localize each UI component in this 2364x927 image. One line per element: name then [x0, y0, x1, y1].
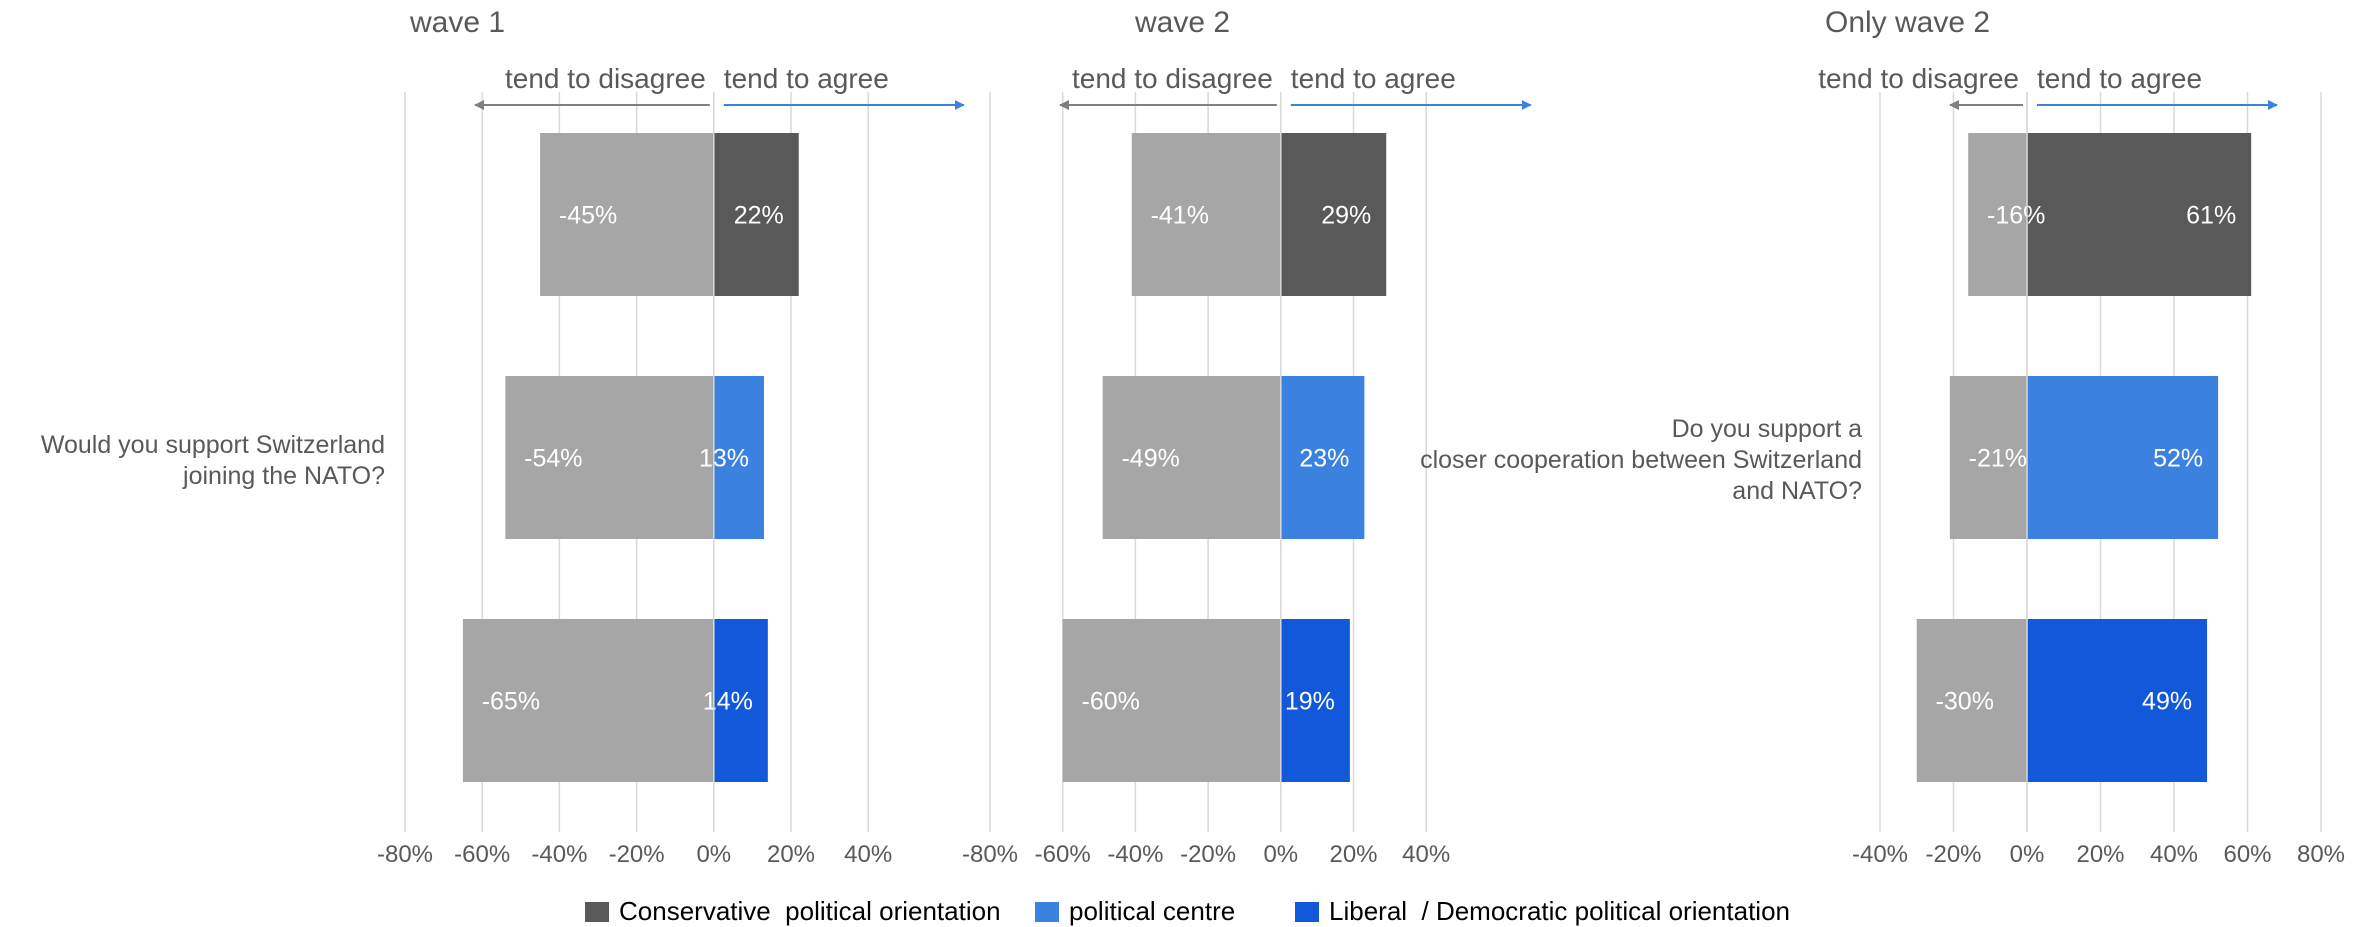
x-tick-label: 20% — [767, 841, 815, 868]
question-text: Would you support Switzerland joining the… — [41, 431, 385, 490]
question-line: Do you support a — [1672, 415, 1862, 443]
agree-value-label: 29% — [1321, 202, 1371, 230]
panel-3: -40% -20% 0% 20% 40% 60% 80% Only wave 2 tend to… — [1420, 6, 2345, 868]
legend-label: political centre — [1069, 896, 1235, 926]
question-line: Would you support Switzerland — [41, 431, 385, 459]
x-tick-label: -80% — [377, 841, 433, 868]
legend: Conservative political orientation politi… — [585, 896, 1790, 926]
agree-value-label: 19% — [1285, 688, 1335, 716]
x-tick-label: 40% — [1402, 841, 1450, 868]
legend-swatch — [1295, 902, 1319, 922]
agree-bar — [713, 133, 799, 296]
panel-title: wave 2 — [1134, 6, 1230, 39]
disagree-value-label: -21% — [1969, 445, 2027, 473]
agree-bar — [1280, 376, 1365, 539]
tend-to-agree-label: tend to agree — [1291, 63, 1456, 94]
x-tick-label: -40% — [1107, 841, 1163, 868]
x-tick-label: -40% — [1852, 841, 1908, 868]
question-line: joining the NATO? — [182, 462, 385, 490]
question-line: closer cooperation between Switzerland — [1420, 446, 1862, 474]
x-tick-label: 20% — [1329, 841, 1377, 868]
disagree-bar — [1949, 376, 2027, 539]
tend-to-disagree-label: tend to disagree — [505, 63, 706, 94]
legend-label: Liberal / Democratic political orientati… — [1329, 896, 1790, 926]
agree-value-label: 14% — [703, 688, 753, 716]
panel-title: Only wave 2 — [1825, 6, 1990, 39]
tend-to-disagree-label: tend to disagree — [1818, 63, 2019, 94]
agree-bar — [1280, 133, 1387, 296]
x-tick-label: 0% — [1263, 841, 1298, 868]
disagree-bar — [1968, 133, 2027, 296]
agree-bar — [2027, 376, 2219, 539]
legend-swatch — [585, 902, 609, 922]
agree-bar — [2027, 133, 2252, 296]
x-tick-label: -80% — [962, 841, 1018, 868]
question-text: Do you support a closer cooperation betwe… — [1420, 415, 1862, 505]
x-tick-label: -60% — [454, 841, 510, 868]
x-tick-label: -60% — [1035, 841, 1091, 868]
legend-swatch — [1035, 902, 1059, 922]
x-tick-label: -20% — [609, 841, 665, 868]
disagree-bar — [505, 376, 714, 539]
tend-to-agree-label: tend to agree — [724, 63, 889, 94]
disagree-bar — [462, 619, 714, 782]
agree-value-label: 22% — [734, 202, 784, 230]
disagree-value-label: -49% — [1121, 445, 1179, 473]
disagree-bar — [540, 133, 714, 296]
panel-2: -80% -60% -40% -20% 0% 20% 40% wave 2 tend to di… — [962, 6, 1532, 868]
disagree-value-label: -30% — [1936, 688, 1994, 716]
x-tick-label: 80% — [2297, 841, 2345, 868]
x-tick-label: 0% — [696, 841, 731, 868]
disagree-value-label: -54% — [524, 445, 582, 473]
disagree-bar — [1131, 133, 1281, 296]
agree-value-label: 52% — [2153, 445, 2203, 473]
panel-title: wave 1 — [409, 6, 505, 39]
disagree-bar — [1062, 619, 1281, 782]
disagree-bar — [1102, 376, 1281, 539]
question-line: and NATO? — [1732, 477, 1862, 505]
disagree-value-label: -41% — [1151, 202, 1209, 230]
x-tick-label: 40% — [2150, 841, 2198, 868]
legend-label: Conservative political orientation — [619, 896, 1001, 926]
disagree-bar — [1916, 619, 2027, 782]
x-tick-label: 20% — [2076, 841, 2124, 868]
tend-to-agree-label: tend to agree — [2037, 63, 2202, 94]
x-tick-label: 40% — [844, 841, 892, 868]
agree-value-label: 23% — [1299, 445, 1349, 473]
tend-to-disagree-label: tend to disagree — [1072, 63, 1273, 94]
disagree-value-label: -16% — [1987, 202, 2045, 230]
agree-value-label: 13% — [699, 445, 749, 473]
x-tick-label: -20% — [1180, 841, 1236, 868]
x-tick-label: -40% — [531, 841, 587, 868]
disagree-value-label: -45% — [559, 202, 617, 230]
x-tick-label: 0% — [2010, 841, 2045, 868]
x-tick-label: -20% — [1925, 841, 1981, 868]
disagree-value-label: -60% — [1082, 688, 1140, 716]
disagree-value-label: -65% — [482, 688, 540, 716]
agree-bar — [713, 376, 764, 539]
x-tick-label: 60% — [2223, 841, 2271, 868]
agree-bar — [713, 619, 768, 782]
agree-bar — [2027, 619, 2208, 782]
agree-value-label: 61% — [2186, 202, 2236, 230]
agree-bar — [1280, 619, 1350, 782]
agree-value-label: 49% — [2142, 688, 2192, 716]
